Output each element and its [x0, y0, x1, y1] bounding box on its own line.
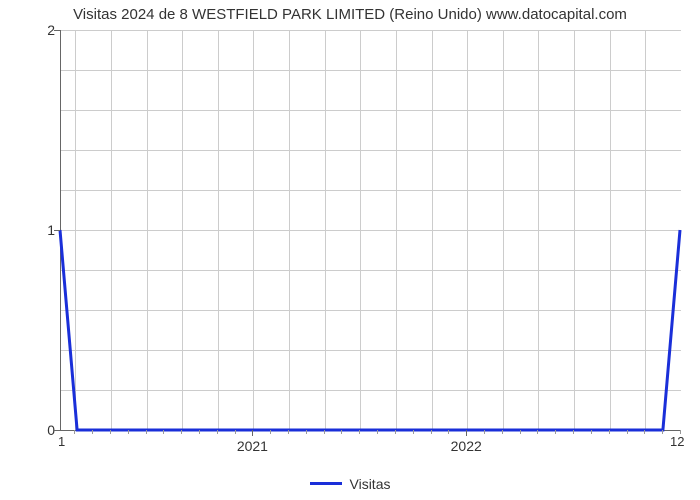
x-tick-minor — [270, 430, 271, 434]
legend-item-visitas: Visitas — [310, 476, 391, 492]
legend-label: Visitas — [350, 476, 391, 492]
x-tick-major — [252, 430, 253, 436]
x-tick-minor — [662, 430, 663, 434]
x-tick-minor — [341, 430, 342, 434]
x-tick-minor — [627, 430, 628, 434]
x-tick-minor — [591, 430, 592, 434]
chart-title: Visitas 2024 de 8 WESTFIELD PARK LIMITED… — [0, 6, 700, 23]
x-tick-label: 2021 — [237, 438, 268, 454]
x-tick-minor — [573, 430, 574, 434]
x-tick-minor — [413, 430, 414, 434]
x-tick-minor — [163, 430, 164, 434]
x-tick-minor — [484, 430, 485, 434]
x-tick-minor — [377, 430, 378, 434]
x-tick-minor — [359, 430, 360, 434]
x-tick-minor — [181, 430, 182, 434]
y-tick-mark — [54, 230, 60, 231]
x-tick-minor — [235, 430, 236, 434]
x-tick-minor — [644, 430, 645, 434]
x-axis-left-corner-label: 1 — [58, 434, 65, 449]
x-tick-minor — [110, 430, 111, 434]
x-tick-minor — [555, 430, 556, 434]
x-tick-minor — [306, 430, 307, 434]
legend: Visitas — [0, 472, 700, 492]
x-tick-minor — [395, 430, 396, 434]
x-tick-minor — [92, 430, 93, 434]
x-tick-minor — [128, 430, 129, 434]
y-tick-label: 1 — [35, 222, 55, 238]
y-tick-label: 2 — [35, 22, 55, 38]
x-tick-minor — [502, 430, 503, 434]
x-tick-major — [466, 430, 467, 436]
y-tick-mark — [54, 430, 60, 431]
x-tick-minor — [199, 430, 200, 434]
x-tick-minor — [448, 430, 449, 434]
x-tick-minor — [324, 430, 325, 434]
x-tick-minor — [520, 430, 521, 434]
legend-swatch-icon — [310, 482, 342, 485]
x-tick-minor — [537, 430, 538, 434]
x-axis-right-corner-label: 12 — [670, 434, 684, 449]
x-tick-minor — [74, 430, 75, 434]
x-tick-minor — [288, 430, 289, 434]
data-series-line — [60, 30, 680, 430]
y-tick-mark — [54, 30, 60, 31]
y-tick-label: 0 — [35, 422, 55, 438]
x-tick-minor — [217, 430, 218, 434]
x-tick-minor — [146, 430, 147, 434]
x-tick-minor — [431, 430, 432, 434]
x-tick-label: 2022 — [451, 438, 482, 454]
x-tick-minor — [609, 430, 610, 434]
